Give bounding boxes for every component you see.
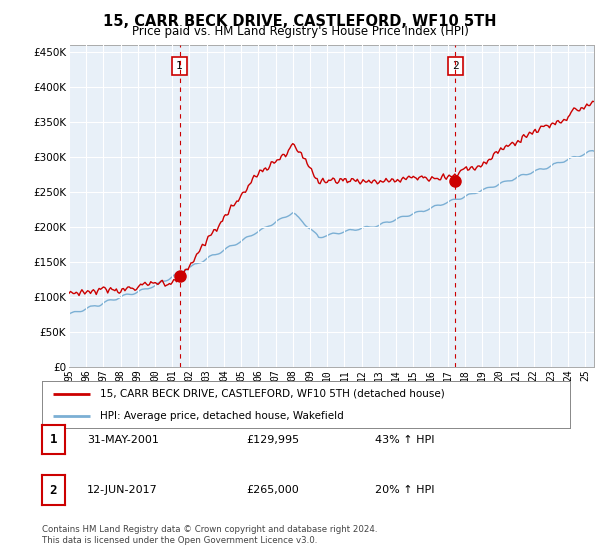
Text: 15, CARR BECK DRIVE, CASTLEFORD, WF10 5TH (detached house): 15, CARR BECK DRIVE, CASTLEFORD, WF10 5T… [100, 389, 445, 399]
Text: 12-JUN-2017: 12-JUN-2017 [87, 485, 158, 495]
Text: Contains HM Land Registry data © Crown copyright and database right 2024.
This d: Contains HM Land Registry data © Crown c… [42, 525, 377, 545]
Text: 1: 1 [50, 433, 57, 446]
Text: £265,000: £265,000 [246, 485, 299, 495]
Text: £129,995: £129,995 [246, 435, 299, 445]
Text: 43% ↑ HPI: 43% ↑ HPI [375, 435, 434, 445]
Text: 20% ↑ HPI: 20% ↑ HPI [375, 485, 434, 495]
Text: 2: 2 [452, 61, 459, 71]
Text: 1: 1 [176, 61, 183, 71]
Text: HPI: Average price, detached house, Wakefield: HPI: Average price, detached house, Wake… [100, 410, 344, 421]
Text: Price paid vs. HM Land Registry's House Price Index (HPI): Price paid vs. HM Land Registry's House … [131, 25, 469, 38]
Text: 31-MAY-2001: 31-MAY-2001 [87, 435, 159, 445]
Text: 15, CARR BECK DRIVE, CASTLEFORD, WF10 5TH: 15, CARR BECK DRIVE, CASTLEFORD, WF10 5T… [103, 14, 497, 29]
Text: 2: 2 [50, 483, 57, 497]
